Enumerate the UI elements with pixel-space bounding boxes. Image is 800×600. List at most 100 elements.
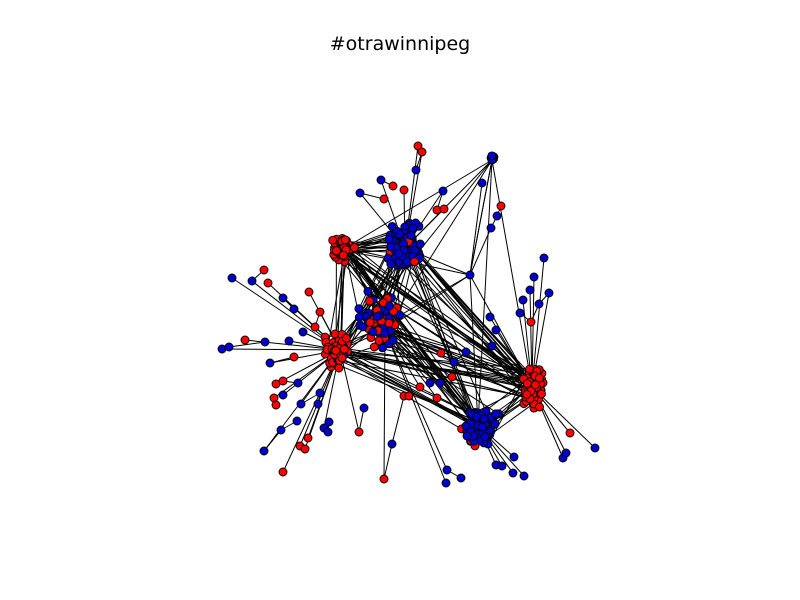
graph-edge: [469, 182, 483, 276]
graph-node-red: [417, 147, 427, 157]
graph-node-blue: [276, 425, 286, 435]
graph-node-blue: [491, 325, 501, 335]
graph-edge: [384, 329, 447, 484]
graph-node-red: [379, 474, 389, 484]
graph-node-red: [439, 204, 449, 214]
graph-node-blue: [590, 443, 600, 453]
graph-node-blue: [462, 431, 472, 441]
graph-node-blue: [491, 409, 501, 419]
graph-node-blue: [355, 188, 365, 198]
graph-edge: [384, 329, 442, 354]
graph-node-blue: [380, 328, 390, 338]
graph-edge: [419, 255, 542, 395]
graph-node-blue: [224, 342, 234, 352]
graph-node-blue: [519, 471, 529, 481]
graph-edge: [353, 247, 491, 435]
graph-node-blue: [518, 295, 528, 305]
graph-node-red: [315, 307, 325, 317]
graph-node-blue: [485, 312, 495, 322]
graph-node-blue: [529, 272, 539, 282]
graph-edge: [332, 239, 475, 415]
graph-node-red: [278, 376, 288, 386]
graph-node-blue: [406, 231, 416, 240]
graph-edge: [221, 348, 341, 351]
graph-edge: [383, 329, 386, 480]
graph-node-blue: [411, 165, 421, 175]
graph-node-red: [496, 201, 506, 211]
graph-node-blue: [477, 178, 487, 188]
graph-node-blue: [227, 273, 237, 283]
graph-node-red: [304, 287, 314, 297]
graph-edge: [335, 253, 480, 424]
graph-edge: [343, 244, 537, 379]
graph-node-red: [300, 444, 310, 454]
graph-node-blue: [394, 249, 404, 259]
graph-edge: [344, 239, 531, 387]
graph-node-red: [349, 243, 359, 253]
graph-node-blue: [376, 175, 386, 185]
graph-node-red: [415, 382, 425, 392]
graph-node-blue: [486, 223, 496, 233]
graph-node-red: [339, 344, 349, 354]
graph-node-red: [410, 257, 419, 267]
graph-edge: [491, 159, 533, 388]
graph-edge: [339, 349, 360, 433]
graph-node-red: [413, 141, 423, 151]
graph-node-blue: [247, 276, 257, 286]
graph-node-blue: [490, 419, 500, 429]
graph-node-blue: [449, 357, 459, 367]
graph-edge: [337, 346, 485, 421]
graph-node-blue: [292, 416, 302, 426]
graph-node-blue: [386, 259, 396, 269]
graph-node-red: [271, 400, 281, 410]
graph-node-red: [303, 433, 313, 443]
graph-node-red: [341, 333, 351, 343]
graph-node-blue: [515, 308, 525, 318]
graph-node-blue: [472, 412, 482, 422]
graph-edge: [228, 341, 266, 348]
graph-node-blue: [561, 448, 571, 458]
graph-edge: [391, 395, 405, 445]
graph-node-blue: [435, 378, 445, 388]
graph-node-blue: [313, 399, 323, 409]
graph-node-red: [399, 185, 409, 195]
graph-node-blue: [324, 417, 334, 427]
graph-edge: [408, 251, 473, 420]
graph-node-red: [384, 318, 394, 328]
graph-node-blue: [368, 327, 378, 337]
graph-node-red: [328, 235, 338, 245]
graph-node-red: [537, 389, 546, 399]
graph-node-blue: [298, 327, 308, 337]
graph-node-red: [334, 363, 344, 373]
graph-node-blue: [388, 335, 398, 345]
graph-node-red: [369, 342, 379, 352]
graph-node-blue: [293, 378, 303, 388]
graph-node-blue: [465, 270, 475, 280]
graph-node-red: [374, 336, 384, 346]
graph-node-red: [535, 402, 544, 412]
graph-edge: [337, 355, 479, 426]
graph-node-blue: [315, 388, 325, 398]
graph-node-blue: [442, 465, 452, 475]
graph-node-red: [354, 427, 364, 437]
graph-edge: [379, 340, 539, 400]
graph-node-blue: [289, 304, 299, 314]
graph-node-red: [522, 379, 532, 388]
graph-node-blue: [363, 286, 373, 296]
graph-node-blue: [534, 299, 544, 309]
graph-node-red: [240, 335, 250, 345]
graph-node-blue: [372, 312, 382, 321]
graph-node-red: [522, 390, 532, 399]
graph-node-blue: [441, 478, 451, 488]
graph-node-blue: [480, 432, 490, 442]
graph-edge: [339, 352, 477, 428]
graph-node-blue: [387, 439, 397, 449]
graph-node-red: [525, 364, 535, 374]
graph-node-red: [289, 352, 299, 362]
graph-edge: [384, 329, 448, 471]
graph-edge: [469, 227, 492, 276]
graph-node-blue: [284, 336, 294, 346]
graph-node-blue: [456, 473, 466, 483]
